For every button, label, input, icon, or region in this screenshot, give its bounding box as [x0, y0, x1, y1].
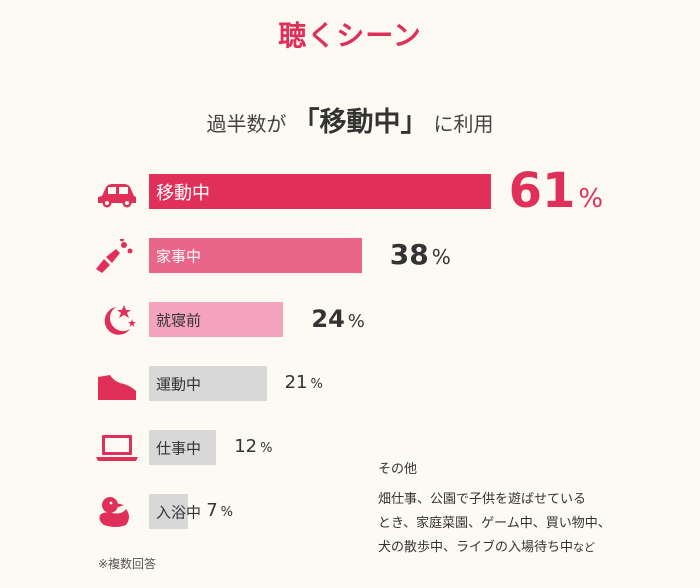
- bar: 入浴中: [149, 494, 201, 529]
- car-icon: [98, 183, 136, 207]
- bar: 運動中: [149, 366, 267, 401]
- others-note: その他 畑仕事、公園で子供を遊ばせている とき、家庭菜園、ゲーム中、買い物中、 …: [378, 458, 698, 560]
- sneaker-icon: [98, 374, 136, 400]
- value-unit: %: [220, 505, 233, 521]
- laptop-icon: [96, 434, 138, 461]
- value-number: 38: [389, 238, 429, 272]
- value-label: 38%: [390, 239, 451, 275]
- others-line: 犬の散歩中、ライブの入場待ち中など: [378, 540, 596, 555]
- value-number: 7: [206, 500, 218, 522]
- others-line: 畑仕事、公園で子供を遊ばせている: [378, 492, 587, 507]
- moon-stars-icon: [104, 304, 136, 335]
- chart-title: 聴くシーン: [278, 19, 422, 52]
- others-title: その他: [378, 462, 418, 477]
- bar: 就寝前: [149, 302, 284, 337]
- value-label: 61%: [508, 162, 604, 229]
- value-unit: %: [260, 441, 273, 457]
- chart-subtitle: 過半数が 「移動中」 に利用: [0, 100, 700, 139]
- cleaning-icon: [96, 238, 133, 273]
- bar: 移動中: [149, 174, 491, 209]
- bar-label: 家事中: [156, 247, 202, 265]
- value-number: 21: [284, 372, 308, 394]
- others-tail: など: [573, 541, 596, 554]
- others-text: 畑仕事、公園で子供を遊ばせている とき、家庭菜園、ゲーム中、買い物中、 犬の散歩…: [378, 488, 698, 560]
- subtitle-emphasis: 「移動中」: [292, 107, 428, 138]
- bar-label: 運動中: [156, 375, 202, 393]
- value-label: 12%: [234, 436, 273, 460]
- value-label: 7%: [206, 500, 233, 524]
- subtitle-after: に利用: [433, 112, 494, 136]
- others-line: とき、家庭菜園、ゲーム中、買い物中、: [378, 516, 611, 531]
- value-label: 24%: [311, 304, 365, 336]
- value-unit: %: [310, 377, 323, 393]
- value-number: 12: [234, 436, 258, 458]
- value-number: 61: [508, 162, 576, 219]
- value-unit: %: [347, 310, 365, 332]
- value-unit: %: [431, 245, 451, 270]
- value-number: 24: [311, 304, 345, 333]
- bar: 仕事中: [149, 430, 217, 465]
- bar-label: 移動中: [156, 182, 210, 204]
- bar: 家事中: [149, 238, 362, 273]
- bar-label: 就寝前: [156, 311, 202, 329]
- value-label: 21%: [284, 372, 323, 396]
- rubber-duck-icon: [99, 496, 129, 527]
- value-unit: %: [578, 183, 604, 214]
- bar-label: 仕事中: [156, 439, 202, 457]
- subtitle-before: 過半数が: [206, 112, 287, 136]
- footnote: ※複数回答: [98, 557, 157, 571]
- bar-label: 入浴中: [156, 503, 202, 521]
